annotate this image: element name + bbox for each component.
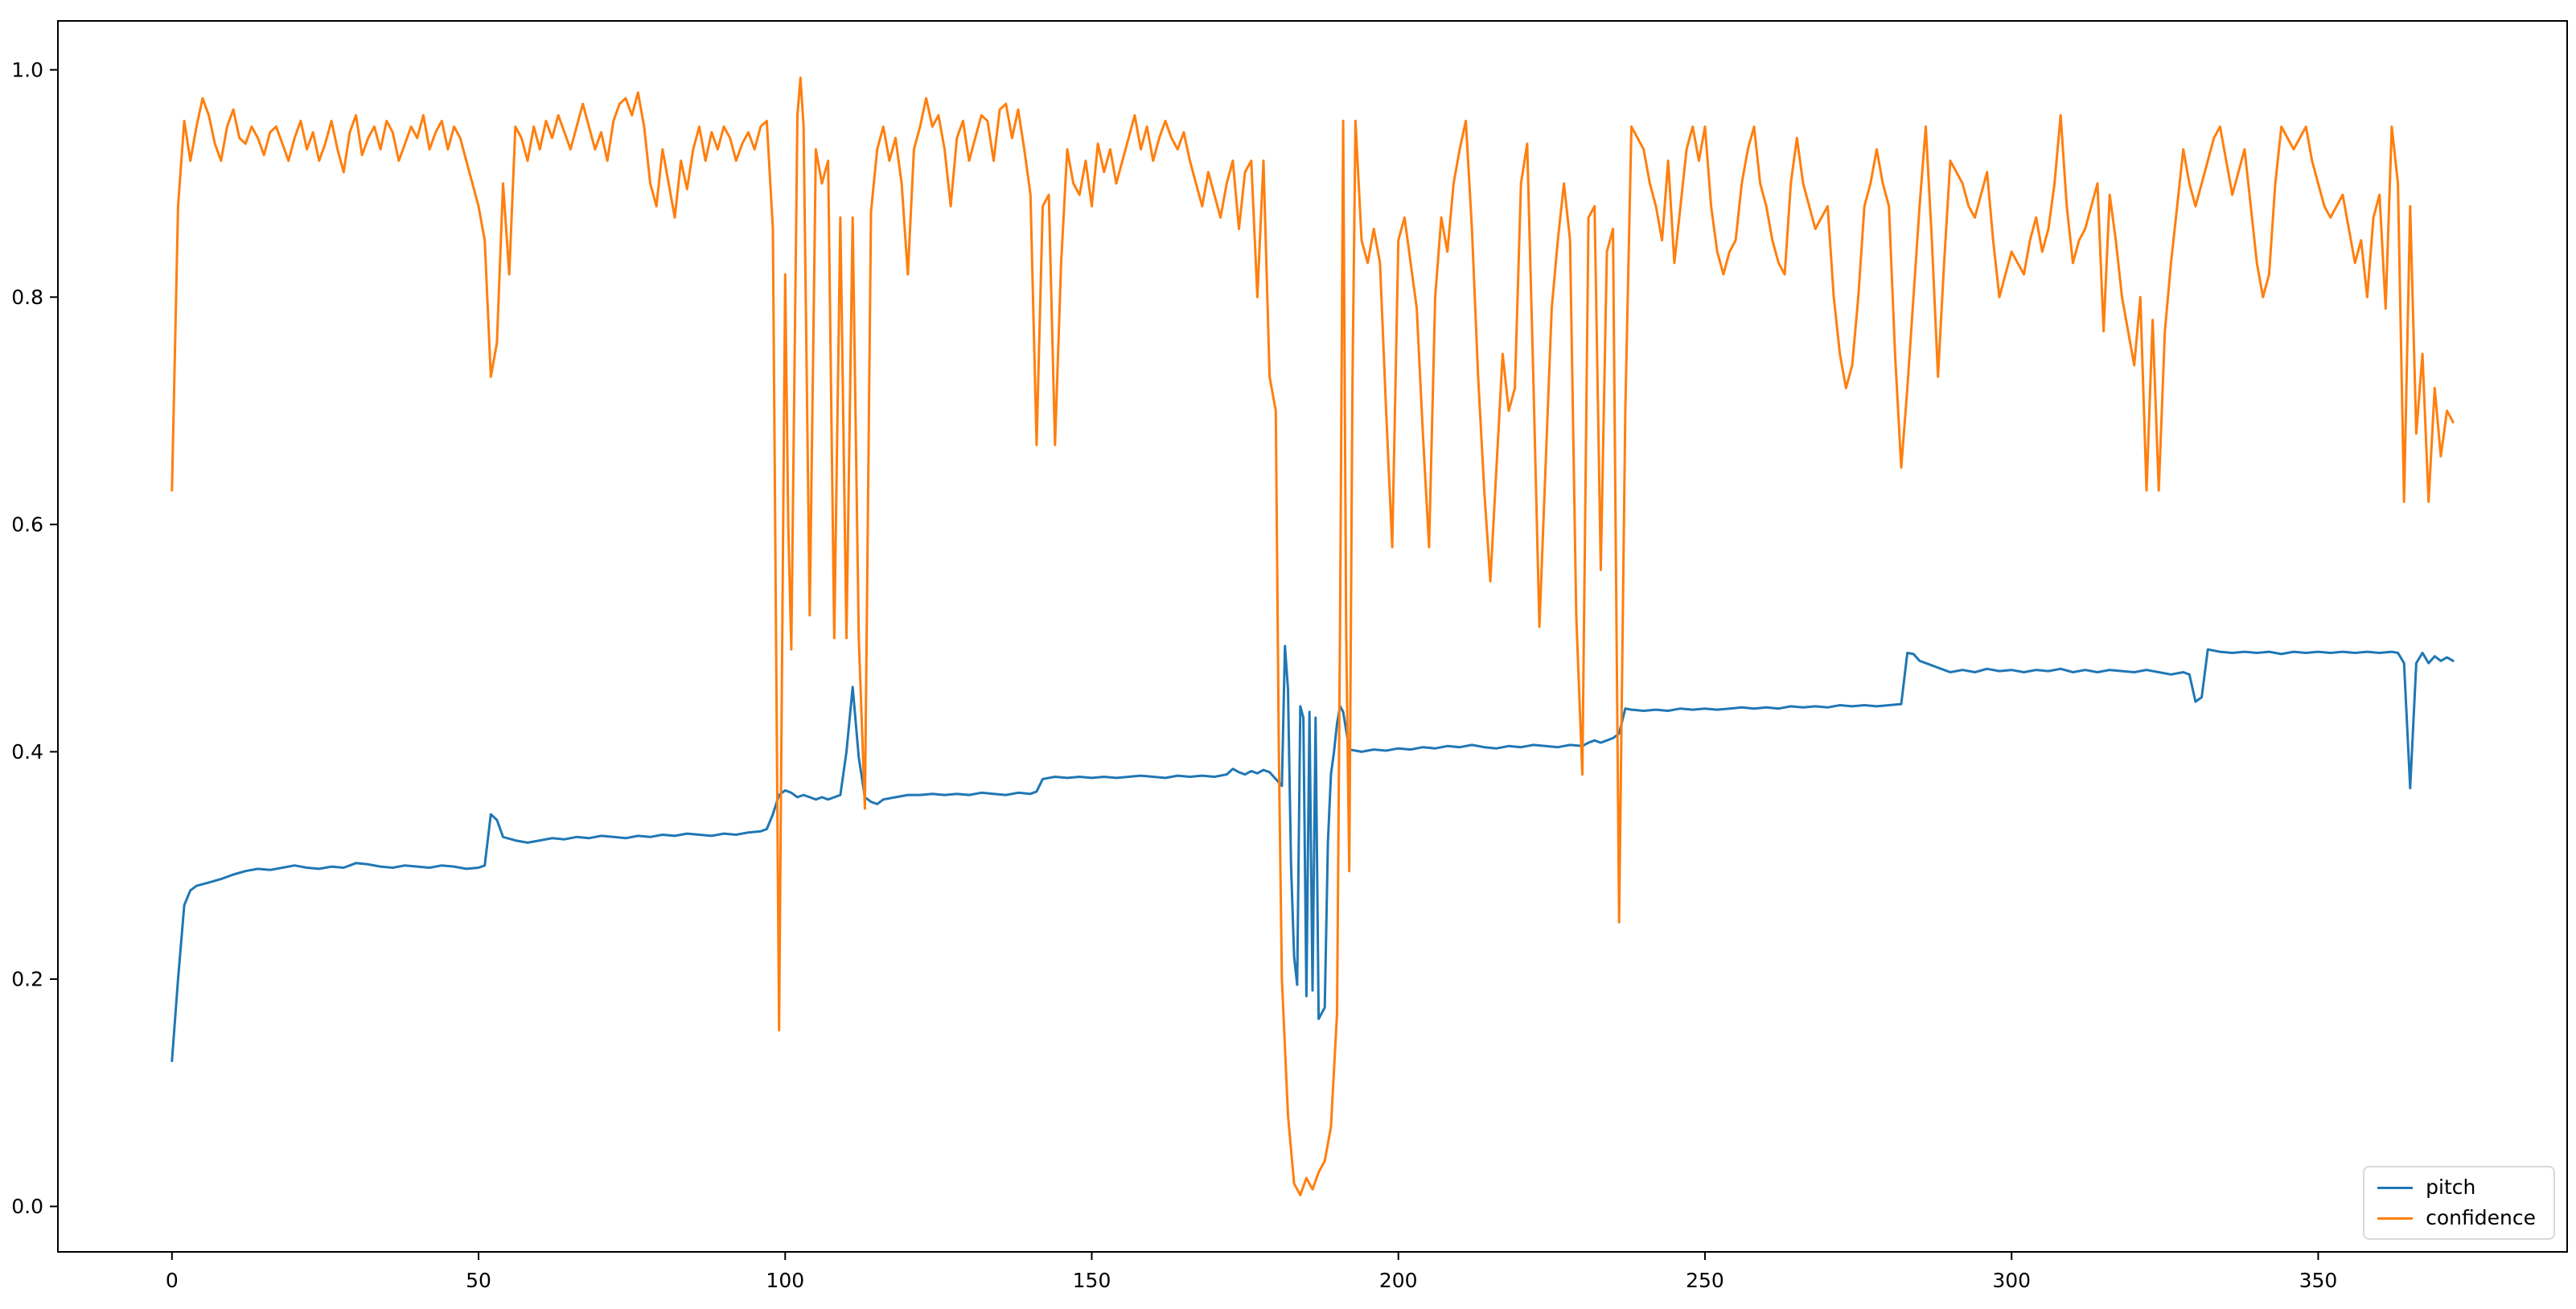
y-tick-label: 0.2 — [11, 968, 43, 991]
y-tick-label: 0.0 — [11, 1195, 43, 1218]
x-tick-label: 350 — [2299, 1269, 2338, 1292]
x-tick-label: 200 — [1379, 1269, 1418, 1292]
x-tick-label: 250 — [1686, 1269, 1724, 1292]
legend: pitch confidence — [2363, 1166, 2555, 1240]
y-tick-label: 1.0 — [11, 58, 43, 81]
x-tick-label: 300 — [1992, 1269, 2031, 1292]
legend-item-pitch: pitch — [2377, 1175, 2536, 1200]
x-tick-label: 0 — [166, 1269, 179, 1292]
legend-label-confidence: confidence — [2426, 1206, 2536, 1229]
y-tick-label: 0.6 — [11, 513, 43, 537]
y-tick-label: 0.4 — [11, 740, 43, 764]
x-tick-label: 50 — [466, 1269, 491, 1292]
pitch-line — [171, 644, 2455, 1063]
x-tick-label: 100 — [766, 1269, 804, 1292]
legend-item-confidence: confidence — [2377, 1206, 2536, 1230]
confidence-line-swatch — [2377, 1216, 2414, 1220]
legend-label-pitch: pitch — [2426, 1175, 2476, 1199]
confidence-line — [171, 76, 2455, 1196]
pitch-line-swatch — [2377, 1186, 2414, 1189]
y-tick-label: 0.8 — [11, 286, 43, 309]
x-tick-label: 150 — [1073, 1269, 1111, 1292]
